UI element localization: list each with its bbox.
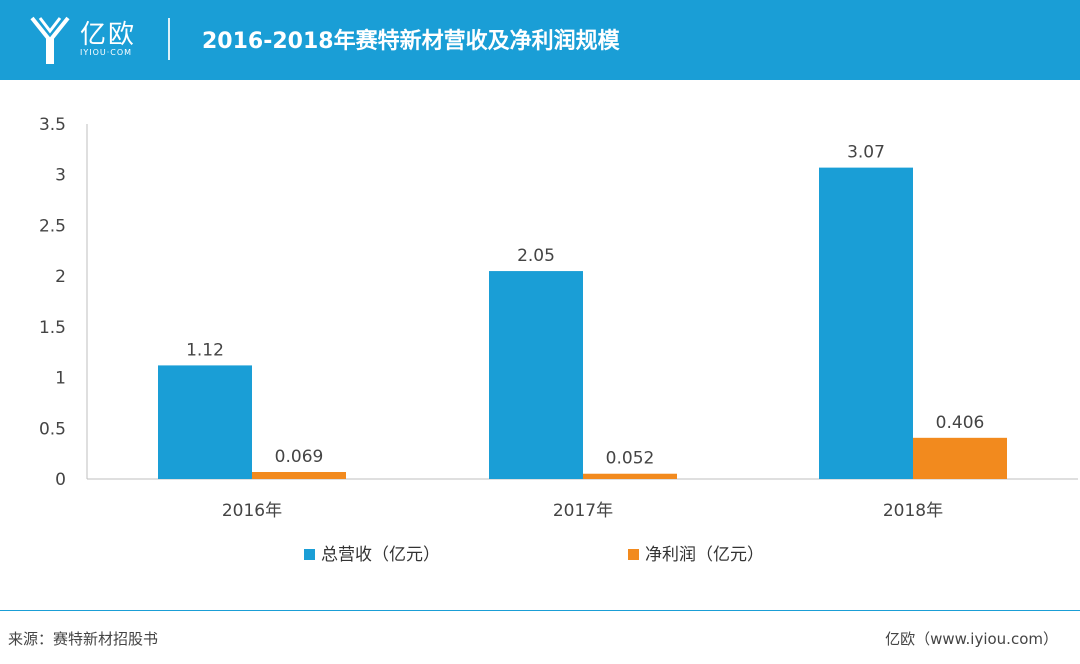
source-note: 来源：赛特新材招股书: [8, 630, 159, 648]
legend-label-revenue: 总营收（亿元）: [321, 545, 440, 565]
bar-chart: 0 0.5 1 1.5 2 2.5 3 3.5 2016年 2017年 2018年 1.12 2.05 3…: [39, 115, 1078, 521]
y-tick-label: 3: [55, 166, 66, 186]
y-tick-label: 0.5: [39, 419, 66, 439]
legend-item-profit: 净利润（亿元）: [628, 540, 764, 565]
y-tick-label: 2: [55, 267, 66, 287]
footer-divider: [0, 610, 1080, 611]
bar-revenue: [819, 167, 913, 479]
y-tick-label: 2.5: [39, 216, 66, 236]
y-tick-label: 1: [55, 369, 66, 389]
header-divider: [168, 18, 170, 60]
logo-subtext: IYIOU·COM: [80, 48, 133, 57]
header-bar: 亿欧 IYIOU·COM 2016-2018年赛特新材营收及净利润规模: [0, 0, 1080, 80]
data-label-revenue: 2.05: [517, 246, 555, 266]
credit-note: 亿欧（www.iyiou.com）: [885, 630, 1058, 648]
y-tick-label: 0: [55, 470, 66, 490]
data-label-profit: 0.069: [275, 447, 324, 467]
bar-revenue: [158, 365, 252, 479]
data-label-revenue: 1.12: [186, 340, 224, 360]
logo-text: 亿欧: [80, 20, 137, 50]
x-tick-label: 2018年: [883, 501, 943, 521]
data-label-revenue: 3.07: [847, 143, 885, 163]
x-tick-label: 2017年: [553, 501, 613, 521]
data-label-profit: 0.052: [606, 449, 655, 469]
x-tick-label: 2016年: [222, 501, 282, 521]
legend-item-revenue: 总营收（亿元）: [304, 540, 440, 565]
y-tick-label: 1.5: [39, 318, 66, 338]
bar-profit: [913, 437, 1007, 479]
bar-profit: [583, 473, 677, 479]
legend-swatch-revenue: [304, 549, 315, 560]
bar-profit: [252, 472, 346, 479]
chart-title: 2016-2018年赛特新材营收及净利润规模: [202, 29, 620, 54]
bar-revenue: [489, 271, 583, 479]
yiou-logo-icon: [30, 16, 70, 64]
y-tick-label: 3.5: [39, 115, 66, 135]
legend-swatch-profit: [628, 549, 639, 560]
legend-label-profit: 净利润（亿元）: [645, 545, 764, 565]
data-label-profit: 0.406: [936, 413, 985, 433]
